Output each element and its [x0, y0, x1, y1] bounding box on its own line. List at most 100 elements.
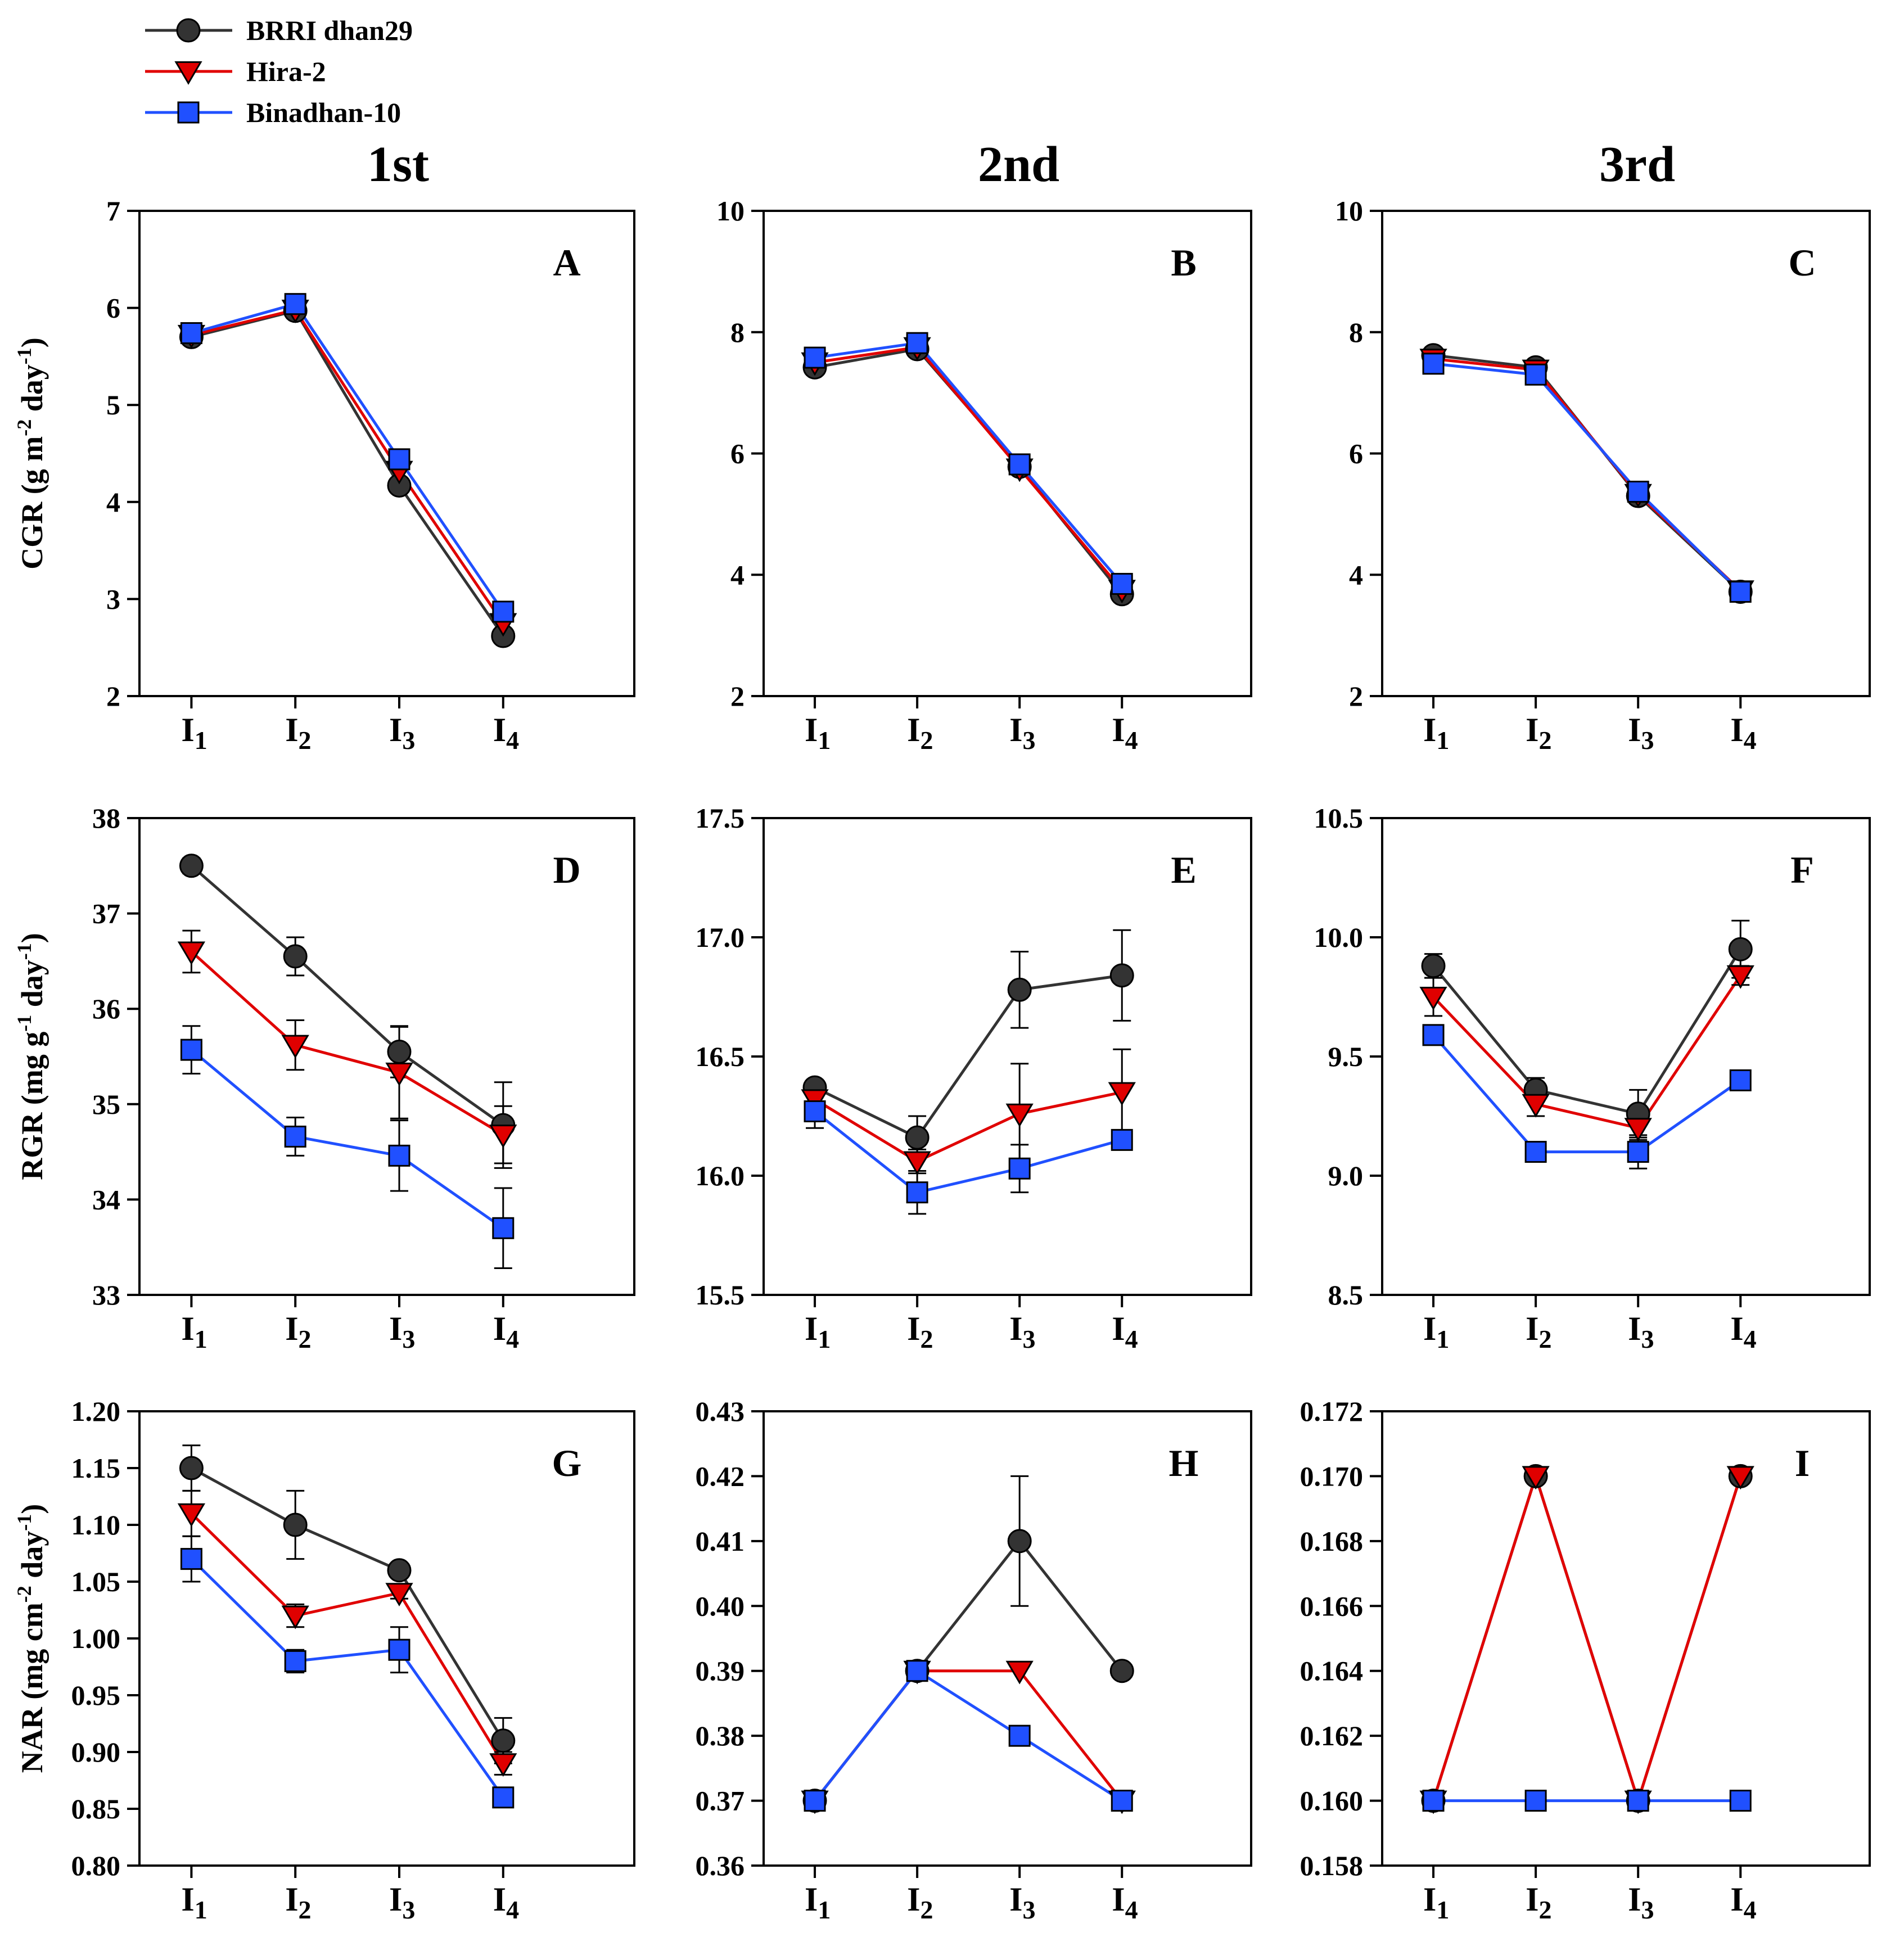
panel-E: 15.516.016.517.017.5I1 I2 I3 I4E [696, 802, 1252, 1353]
data-point [1007, 977, 1032, 1002]
x-tick-label-base: I [1628, 711, 1641, 748]
x-tick-label: I3 [1009, 711, 1035, 755]
data-point [1111, 1790, 1133, 1812]
x-tick-label-base: I [805, 1310, 818, 1347]
y-tick-label: 33 [92, 1279, 120, 1311]
data-point [1007, 1529, 1032, 1554]
y-tick-label: 0.162 [1300, 1720, 1364, 1751]
x-tick-label-subscript: 1 [1436, 1895, 1449, 1924]
x-tick-label: I3 [389, 1881, 415, 1924]
panel-letter: I [1795, 1442, 1810, 1484]
x-tick-label-base: I [1730, 1881, 1743, 1918]
y-tick-label: 0.85 [71, 1793, 121, 1825]
x-tick-label-subscript: 2 [920, 1895, 933, 1924]
x-tick-label-subscript: 4 [506, 726, 519, 755]
series-line [190, 1512, 504, 1764]
x-tick-label-base: I [1628, 1310, 1641, 1347]
x-tick-label-base: I [389, 1881, 402, 1918]
x-tick-label-base: I [1423, 1310, 1436, 1347]
column-title: 1st [367, 137, 429, 192]
y-tick-label: 8 [1349, 317, 1363, 348]
data-point [387, 1558, 412, 1583]
y-axis-label: RGR (mg g-1 day-1) [13, 933, 49, 1180]
x-tick-label-subscript: 2 [1538, 1325, 1551, 1353]
x-tick-label-base: I [389, 1310, 402, 1347]
series-line [191, 308, 504, 624]
data-point [804, 1100, 826, 1123]
data-point [1726, 1466, 1754, 1490]
x-tick-label-subscript: 3 [1641, 1895, 1654, 1924]
x-tick-label: I3 [389, 711, 415, 755]
data-point [385, 1062, 413, 1086]
y-tick-label: 0.36 [696, 1850, 745, 1881]
x-tick-label-base: I [1423, 711, 1436, 748]
data-point [489, 1125, 517, 1148]
series-line [1433, 357, 1741, 592]
y-label-superscript: -1 [13, 1514, 35, 1531]
x-tick-label-subscript: 1 [1436, 1325, 1449, 1353]
plot-frame [762, 1410, 1252, 1867]
x-tick-label-subscript: 3 [1023, 726, 1036, 755]
series-line [814, 1091, 1122, 1163]
data-point [1728, 937, 1753, 961]
data-point [906, 332, 928, 354]
series-line [190, 950, 504, 1136]
data-point [492, 1786, 515, 1809]
y-tick-label: 10 [1335, 195, 1363, 227]
data-point [903, 1151, 931, 1175]
column-titles: 1st 2nd 3rd [367, 137, 1675, 192]
y-label-text: ) [15, 337, 49, 347]
y-tick-label: 1.10 [71, 1509, 121, 1541]
y-label-text: ) [15, 933, 49, 943]
x-tick-label: I3 [1628, 1310, 1654, 1353]
data-point [492, 1217, 515, 1239]
data-point [1729, 1790, 1752, 1812]
x-tick-label: I4 [493, 1310, 519, 1353]
data-point [385, 1583, 413, 1607]
data-point [388, 1144, 410, 1167]
data-point [1005, 1103, 1034, 1127]
y-label-superscript: -2 [13, 1586, 35, 1602]
data-point [1108, 1082, 1136, 1106]
y-label-text: day [15, 960, 49, 1015]
x-tick-label-subscript: 3 [1641, 726, 1654, 755]
data-point [1008, 1157, 1031, 1180]
x-tick-label-subscript: 4 [1744, 1325, 1757, 1353]
y-tick-label: 9.0 [1328, 1160, 1364, 1191]
data-point [177, 1503, 206, 1527]
y-tick-label: 1.20 [71, 1396, 121, 1427]
y-tick-label: 9.5 [1328, 1041, 1364, 1072]
x-tick-label: I3 [389, 1310, 415, 1353]
y-tick-label: 1.05 [71, 1566, 121, 1597]
y-tick-label: 0.158 [1300, 1850, 1364, 1881]
y-tick-label: 10.0 [1314, 922, 1364, 953]
x-tick-label: I2 [1526, 1881, 1551, 1924]
panel-letter: G [552, 1442, 582, 1484]
series-line [814, 1110, 1122, 1194]
y-tick-label: 0.42 [696, 1460, 745, 1492]
y-tick-label: 17.5 [696, 802, 745, 834]
data-point [1729, 580, 1752, 603]
y-tick-label: 0.160 [1300, 1785, 1364, 1817]
y-axis-label: CGR (g m-2 day-1) [13, 337, 49, 570]
data-point [489, 1753, 517, 1777]
x-tick-label: I1 [181, 1310, 207, 1353]
data-point [906, 1660, 928, 1682]
x-tick-label-subscript: 3 [1641, 1325, 1654, 1353]
y-tick-label: 4 [730, 559, 745, 590]
data-point [1109, 1659, 1134, 1683]
x-tick-label-base: I [907, 1881, 920, 1918]
x-tick-label-subscript: 4 [1125, 1895, 1138, 1924]
x-tick-label-base: I [907, 711, 920, 748]
y-tick-label: 2 [730, 680, 745, 712]
x-tick-label-base: I [1009, 711, 1022, 748]
x-tick-label-base: I [285, 1881, 298, 1918]
data-point [283, 1512, 308, 1537]
y-tick-label: 34 [92, 1184, 120, 1215]
y-tick-label: 0.41 [696, 1525, 745, 1557]
x-tick-label: I2 [907, 711, 933, 755]
y-tick-label: 6 [730, 438, 745, 469]
